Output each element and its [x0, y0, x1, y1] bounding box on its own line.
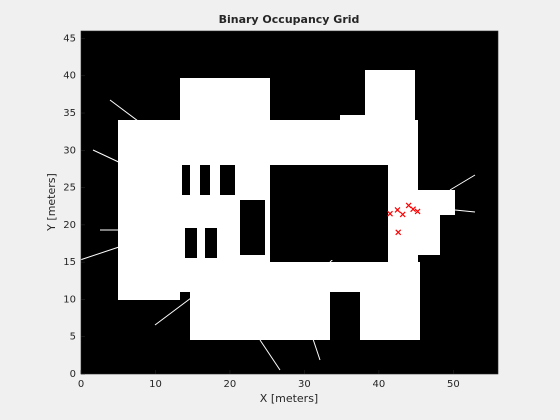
x-tick-label: 30 — [298, 379, 311, 390]
y-tick-label: 35 — [63, 108, 76, 119]
y-tick-label: 10 — [63, 294, 76, 305]
x-tick-label: 0 — [78, 379, 84, 390]
marker — [399, 211, 406, 218]
marker — [410, 206, 417, 213]
y-tick-label: 0 — [70, 369, 76, 380]
y-tick-label: 40 — [63, 71, 76, 82]
y-axis-label: Y [meters] — [45, 173, 58, 232]
marker — [387, 210, 393, 217]
axes-frame — [80, 30, 499, 375]
y-tick-label: 5 — [70, 332, 76, 343]
y-tick-label: 15 — [63, 257, 76, 268]
x-tick-label: 40 — [372, 379, 385, 390]
y-tick-label: 25 — [63, 183, 76, 194]
marker — [414, 208, 421, 215]
x-axis-label: X [meters] — [260, 392, 318, 405]
marker — [394, 207, 401, 213]
y-tick-label: 45 — [63, 33, 76, 44]
marker — [395, 229, 402, 236]
y-tick-label: 30 — [63, 145, 76, 156]
x-tick-label: 20 — [224, 379, 237, 390]
black-rooms — [182, 165, 385, 260]
y-tick-label: 20 — [63, 220, 76, 231]
x-tick-label: 10 — [149, 379, 162, 390]
chart-title: Binary Occupancy Grid — [219, 13, 360, 26]
x-tick-label: 50 — [447, 379, 460, 390]
